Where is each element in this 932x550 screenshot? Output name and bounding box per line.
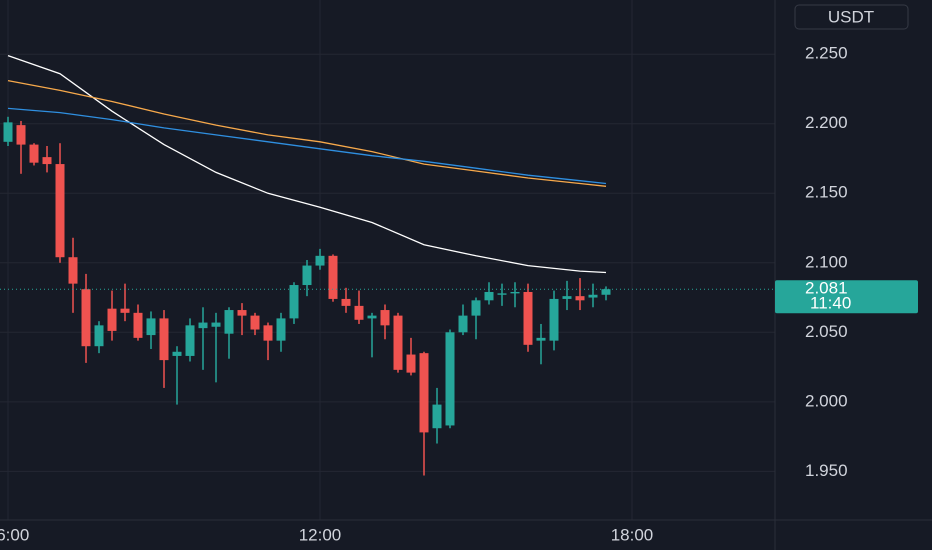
- y-tick-label: 2.250: [805, 44, 848, 63]
- candle-body: [185, 325, 195, 356]
- candle-body: [146, 318, 156, 336]
- countdown-label: 11:40: [810, 294, 851, 313]
- x-tick-label: 12:00: [299, 525, 342, 544]
- candle-body: [601, 289, 611, 295]
- candle-body: [237, 310, 247, 316]
- moving-average-line: [7, 79, 607, 187]
- last-price-label: 2.081: [805, 279, 848, 298]
- candle-body: [29, 144, 39, 163]
- candle-body: [575, 296, 585, 301]
- plot-area: [0, 54, 775, 476]
- last-price-box: [775, 280, 918, 314]
- y-tick-label: 2.200: [805, 113, 848, 132]
- candle-body: [107, 308, 117, 331]
- candle-body: [458, 315, 468, 333]
- candle-body: [55, 164, 65, 258]
- currency-label: USDT: [828, 7, 874, 26]
- candle-body: [172, 351, 182, 356]
- candle-body: [549, 298, 559, 341]
- candle-body: [419, 353, 429, 433]
- candle-body: [523, 291, 533, 345]
- y-tick-label: 2.150: [805, 183, 848, 202]
- candle-body: [510, 291, 520, 294]
- moving-average-line: [7, 107, 607, 185]
- candle-body: [497, 293, 507, 295]
- candle-body: [120, 308, 130, 313]
- x-tick-label: 06:00: [0, 525, 29, 544]
- candle-body: [94, 325, 104, 347]
- x-tick-label: 18:00: [611, 525, 654, 544]
- candle-body: [471, 300, 481, 316]
- candle-body: [536, 337, 546, 341]
- currency-badge[interactable]: [794, 4, 909, 30]
- candle-body: [250, 315, 260, 330]
- candle-body: [367, 315, 377, 319]
- candle-body: [133, 312, 143, 338]
- axes: 1.950 2.000 2.050 2.100 2.150 2.200 2.250 06:00…: [0, 44, 918, 544]
- candle-body: [432, 404, 442, 429]
- candle-body: [588, 294, 598, 298]
- candle-body: [3, 122, 13, 142]
- y-tick-label: 2.000: [805, 391, 848, 410]
- y-tick-label: 1.950: [805, 461, 848, 480]
- candle-body: [341, 298, 351, 306]
- candle-body: [380, 310, 390, 326]
- candle-body: [16, 125, 26, 145]
- candle-body: [354, 305, 364, 320]
- y-tick-label: 2.100: [805, 252, 848, 271]
- candle-body: [159, 318, 169, 361]
- candle-body: [445, 332, 455, 426]
- moving-average-line: [7, 54, 607, 274]
- candle-body: [198, 322, 208, 329]
- candle-body: [289, 285, 299, 319]
- candle-body: [393, 315, 403, 370]
- candle-body: [81, 289, 91, 347]
- candle-body: [406, 354, 416, 373]
- candle-body: [211, 322, 221, 327]
- candle-body: [302, 265, 312, 286]
- candle-body: [328, 255, 338, 299]
- candle-body: [263, 325, 273, 341]
- candle-body: [68, 257, 78, 284]
- candle-body: [484, 291, 494, 301]
- candle-body: [315, 255, 325, 266]
- y-tick-label: 2.050: [805, 322, 848, 341]
- candle-body: [42, 157, 52, 165]
- candle-body: [224, 310, 234, 334]
- candle-body: [562, 296, 572, 299]
- candle-body: [276, 318, 286, 341]
